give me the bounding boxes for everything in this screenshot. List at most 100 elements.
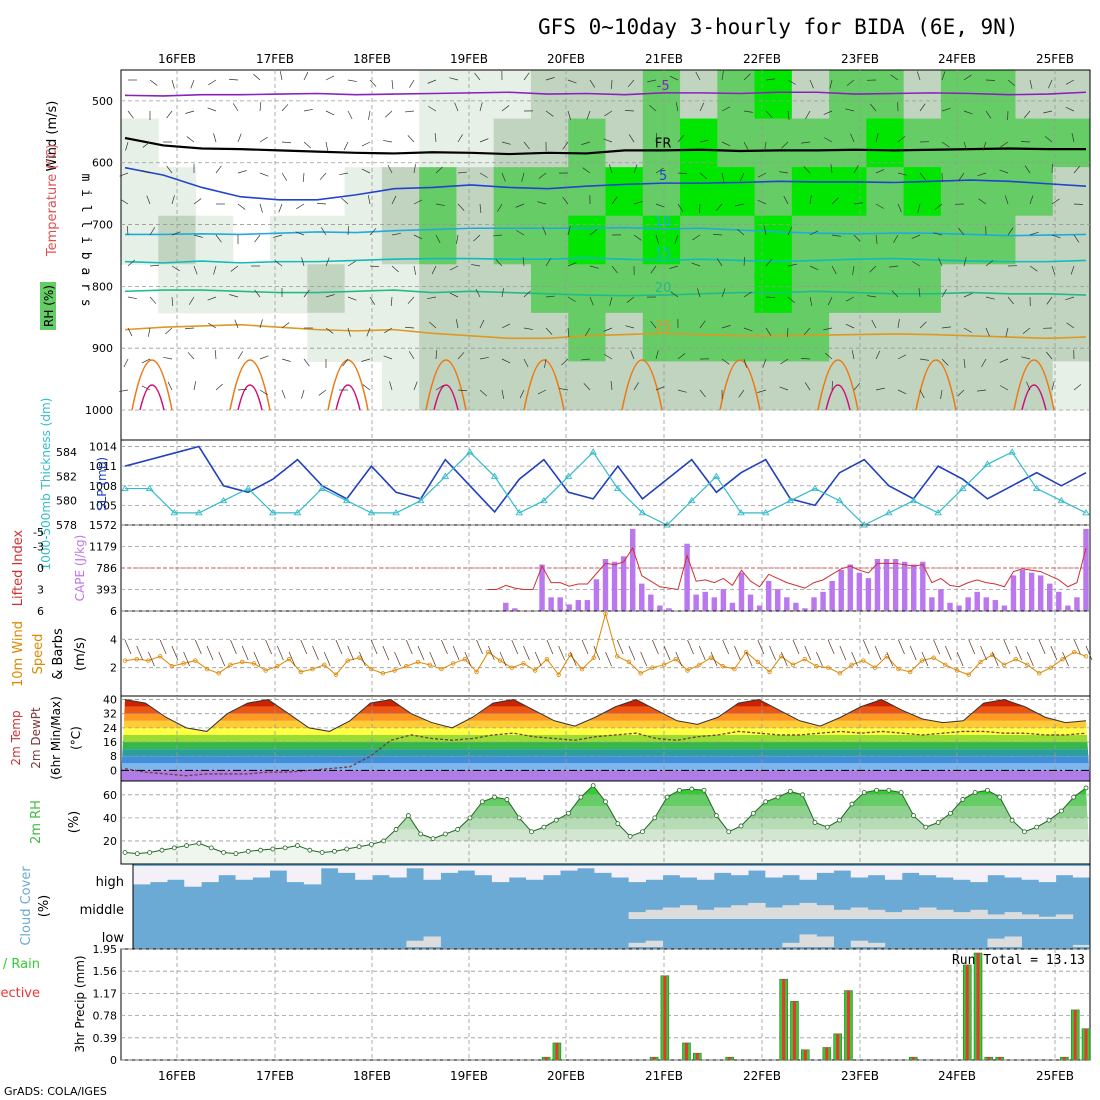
isotherm-30-arc [131, 359, 173, 411]
wind-barb [941, 326, 951, 329]
wind-barb [167, 381, 173, 391]
wind-barb [171, 265, 180, 272]
rh-cell [829, 312, 867, 362]
wind-barb [383, 140, 393, 143]
isotherm-35-arc [139, 384, 165, 411]
cape-tick-label: 786 [96, 562, 117, 575]
cape-bar [802, 608, 808, 611]
surface-wind-barb [991, 651, 999, 667]
surface-wind-barb [1062, 651, 1069, 667]
wind-speed-point [1083, 654, 1089, 659]
cloud-gap-high [406, 866, 424, 869]
wind-barb [675, 102, 679, 112]
precip-convective-bar [965, 964, 969, 1060]
temp-band [121, 699, 1090, 707]
wind-barb [628, 134, 635, 143]
wind-barb [493, 234, 503, 237]
cloud-level-label: high [96, 875, 124, 890]
wind-barb [1065, 296, 1075, 301]
thickness-point [269, 508, 277, 516]
wind-barb [361, 141, 371, 147]
wind-barb [829, 79, 833, 89]
rh-cell [680, 215, 718, 265]
rh-point [196, 840, 202, 846]
surface-wind-barb [1038, 639, 1046, 655]
cape-bar [1065, 605, 1071, 611]
cloud-fill [1038, 916, 1057, 919]
wind-speed-point [509, 665, 514, 670]
wind-barb [958, 227, 965, 236]
rh-cell [456, 118, 495, 168]
cloud-gap-high [662, 866, 681, 876]
cloud-gap-high [1038, 866, 1057, 883]
wind-barb [765, 78, 775, 81]
isotherm-label: 10 [655, 215, 672, 230]
wind-barb [325, 294, 335, 298]
cloud-gap-high [782, 866, 800, 876]
wind-speed-point [755, 659, 761, 665]
wind-barb [721, 106, 731, 112]
rh-point [270, 846, 276, 852]
wind-barb [126, 226, 129, 236]
temperature-label: Temperature (°C) [45, 144, 60, 257]
wind-barb [325, 110, 335, 116]
wind-barb [193, 198, 202, 205]
wind-barb [193, 234, 203, 238]
rh-point [578, 794, 584, 800]
wind-barb [589, 296, 594, 306]
rh-point [1058, 808, 1064, 814]
rh-cell [1052, 361, 1091, 411]
rh-cell [791, 312, 830, 362]
wind-barb [677, 353, 686, 360]
wind-barb [319, 172, 327, 180]
wind-barb [253, 73, 261, 81]
surface-wind-barb [206, 645, 214, 661]
wind-speed-point [122, 658, 128, 663]
wind-barb [809, 195, 812, 205]
wind-barb [295, 231, 305, 236]
rh-cell [680, 312, 718, 362]
isotherm-line [124, 166, 1087, 201]
cloud-fill [748, 902, 766, 919]
wind-barb [630, 350, 635, 360]
cloud-fill [696, 909, 715, 919]
rh-cell [307, 312, 346, 362]
wind-barb [809, 230, 819, 236]
cape-bar [911, 564, 917, 611]
wind-barb [831, 197, 839, 205]
rh-cell [270, 215, 308, 265]
wind-barb [347, 327, 351, 337]
rh-point [689, 786, 695, 792]
wind-barb [739, 172, 745, 182]
wind-barb [435, 166, 443, 174]
cloud-fill [816, 905, 834, 919]
wind-speed-point [204, 666, 210, 672]
isotherm-line [124, 91, 1087, 97]
wind-barb [208, 322, 217, 329]
wind-barb [317, 202, 327, 205]
wind-barb [119, 172, 129, 177]
rh-point [837, 817, 842, 823]
wind-speed-point [978, 659, 983, 665]
thickness-point [737, 508, 745, 516]
surface-wind-barb [827, 639, 835, 655]
cloud-fill [782, 942, 800, 947]
rh-cell [642, 118, 681, 168]
rh-cell [530, 167, 569, 217]
cloud-fill [902, 909, 920, 919]
rh-point [418, 831, 424, 837]
cloud-gap-high [765, 866, 783, 878]
wind-speed-point [697, 662, 702, 668]
wind-barb [229, 78, 239, 81]
thickness-point [885, 508, 893, 516]
wind-speed-point [790, 662, 796, 668]
cape-axis-label: CAPE (J/kg) [73, 535, 87, 602]
rh-point [775, 794, 781, 800]
wind-axis-label: (m/s) [73, 637, 88, 671]
wind-barb [384, 327, 393, 334]
wind-barb [721, 288, 726, 298]
wind-barb [471, 264, 481, 267]
cloud-gap-high [338, 866, 356, 873]
rh-cell [381, 167, 420, 217]
rh-point [603, 799, 608, 805]
